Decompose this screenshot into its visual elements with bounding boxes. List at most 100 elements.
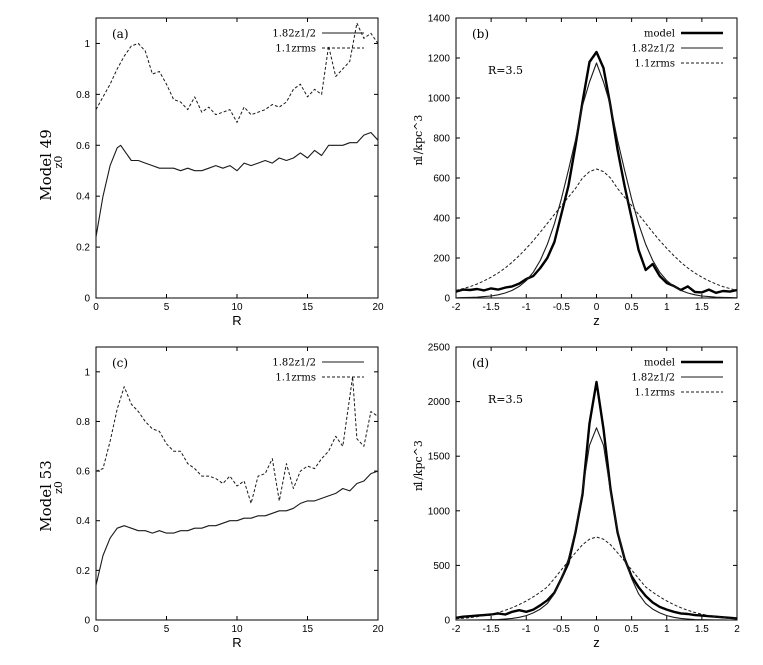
panel-a: 0 5 10 15 20 0 0.2 0.4 0.6 0.8 1 Rz0 (a) 1.82z1/2 1.1z… xyxy=(52,17,384,328)
axes-frame xyxy=(95,17,379,299)
x-tick-label: 0 xyxy=(93,624,99,635)
x-tick-label: -2 xyxy=(452,624,461,635)
x-tick-label: -1 xyxy=(522,302,531,313)
series-line-dashed xyxy=(456,168,737,291)
legend-label: 1.1zrms xyxy=(275,44,316,55)
x-tick-label: 5 xyxy=(164,624,170,635)
x-tick-label: -1 xyxy=(522,624,531,635)
x-tick-label: 20 xyxy=(372,624,384,635)
y-axis-label: z0 xyxy=(52,156,65,169)
axes-frame xyxy=(455,346,738,621)
y-tick-label: 400 xyxy=(433,214,450,225)
y-axis-units: 1/kpc^3 xyxy=(412,115,425,162)
x-axis-label: z xyxy=(593,313,600,328)
annotation: R=3.5 xyxy=(488,393,523,406)
axes-frame xyxy=(455,17,738,299)
y-tick-label: 1400 xyxy=(428,14,451,25)
series-line-solid xyxy=(96,131,378,237)
y-axis-label: n xyxy=(412,158,425,165)
panel-label: (a) xyxy=(112,27,129,41)
x-tick-label: 1.5 xyxy=(695,302,709,313)
y-tick-label: 1000 xyxy=(428,94,451,105)
legend-label: 1.82z1/2 xyxy=(272,29,316,40)
panel-b: -2 -1.5 -1 -0.5 0 0.5 1 1.5 2 0 200 400 600 800 1000 12… xyxy=(412,14,740,329)
panel-label: (c) xyxy=(112,356,128,370)
y-tick-label: 0.6 xyxy=(76,141,90,152)
y-tick-label: 200 xyxy=(433,254,450,265)
x-axis-label: R xyxy=(232,635,241,650)
row-label-model-49: Model 49 xyxy=(37,129,55,201)
row-label-model-53: Model 53 xyxy=(37,460,55,532)
x-tick-label: -0.5 xyxy=(553,624,571,635)
x-axis-label: z xyxy=(593,635,600,650)
x-tick-label: -1.5 xyxy=(483,302,501,313)
x-tick-label: 1 xyxy=(664,302,670,313)
legend-label: model xyxy=(644,358,675,369)
y-tick-label: 1200 xyxy=(428,54,451,65)
y-tick-label: 0 xyxy=(444,616,450,627)
y-tick-label: 0 xyxy=(444,294,450,305)
x-tick-label: 10 xyxy=(231,302,243,313)
x-tick-label: 5 xyxy=(164,302,170,313)
x-tick-label: 20 xyxy=(372,302,384,313)
legend-label: 1.1zrms xyxy=(634,59,675,70)
annotation: R=3.5 xyxy=(488,64,523,77)
y-tick-label: 1000 xyxy=(428,506,451,517)
y-tick-label: 1500 xyxy=(428,452,451,463)
panel-label: (b) xyxy=(472,27,489,41)
y-tick-label: 0.6 xyxy=(76,467,90,478)
x-tick-label: 1 xyxy=(664,624,670,635)
x-tick-label: 15 xyxy=(302,624,314,635)
y-tick-label: 0.8 xyxy=(76,90,90,101)
panel-label: (d) xyxy=(472,356,489,370)
x-tick-label: 10 xyxy=(231,624,243,635)
y-tick-label: 0.4 xyxy=(76,192,90,203)
series-line-thick xyxy=(456,380,737,620)
x-tick-label: 0 xyxy=(594,302,600,313)
x-tick-label: -2 xyxy=(452,302,461,313)
y-tick-label: 0.2 xyxy=(76,566,90,577)
series-line-solid xyxy=(456,62,737,298)
y-tick-label: 0.2 xyxy=(76,243,90,254)
x-tick-label: -0.5 xyxy=(553,302,571,313)
x-tick-label: 0.5 xyxy=(625,624,639,635)
y-tick-label: 1 xyxy=(84,367,90,378)
y-axis-label: z0 xyxy=(52,481,65,494)
y-tick-label: 1 xyxy=(84,39,90,50)
x-tick-label: 0 xyxy=(93,302,99,313)
x-tick-label: 15 xyxy=(302,302,314,313)
legend-label: 1.1zrms xyxy=(634,388,675,399)
x-tick-label: -1.5 xyxy=(483,624,501,635)
x-tick-label: 0.5 xyxy=(625,302,639,313)
panel-d: -2 -1.5 -1 -0.5 0 0.5 1 1.5 2 0 500 1000 1500 2000 250… xyxy=(412,343,740,651)
series-line-dashed xyxy=(96,376,378,504)
y-tick-label: 0.8 xyxy=(76,417,90,428)
legend-label: 1.82z1/2 xyxy=(631,373,675,384)
y-tick-label: 2500 xyxy=(428,343,451,354)
series-line-dashed xyxy=(456,536,737,620)
y-tick-label: 600 xyxy=(433,174,450,185)
series-line-dashed xyxy=(96,22,378,123)
y-tick-label: 0 xyxy=(84,616,90,627)
series-line-solid xyxy=(456,427,737,620)
y-axis-label: n xyxy=(412,484,425,491)
x-tick-label: 0 xyxy=(594,624,600,635)
x-tick-label: 1.5 xyxy=(695,624,709,635)
x-tick-label: 2 xyxy=(734,302,740,313)
series-line-solid xyxy=(96,470,378,586)
y-tick-label: 800 xyxy=(433,134,450,145)
x-tick-label: 2 xyxy=(734,624,740,635)
legend-label: 1.1zrms xyxy=(275,373,316,384)
axes-frame xyxy=(95,346,379,621)
y-tick-label: 0.4 xyxy=(76,516,90,527)
y-tick-label: 500 xyxy=(433,561,450,572)
legend-label: model xyxy=(644,29,675,40)
y-axis-units: 1/kpc^3 xyxy=(412,440,425,487)
y-tick-label: 0 xyxy=(84,294,90,305)
panel-c: 0 5 10 15 20 0 0.2 0.4 0.6 0.8 1 Rz0 (c) 1.82z1/2 1.1z… xyxy=(52,346,384,650)
legend-label: 1.82z1/2 xyxy=(631,44,675,55)
x-axis-label: R xyxy=(232,313,241,328)
series-line-thick xyxy=(456,50,737,294)
y-tick-label: 2000 xyxy=(428,397,451,408)
